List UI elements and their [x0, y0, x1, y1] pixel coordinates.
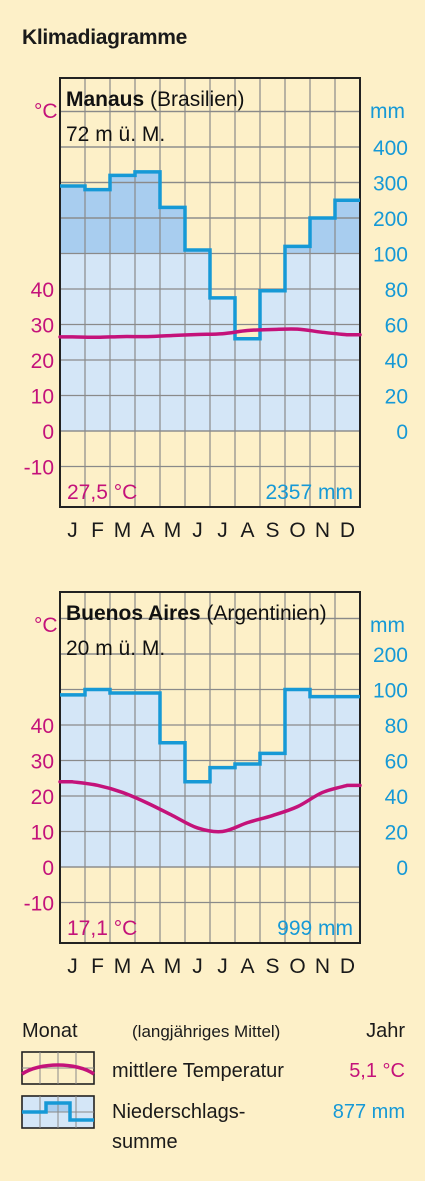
legend: Monat (langjähriges Mittel) Jahr mittlere T…	[21, 1020, 405, 1153]
month-label-9: S	[265, 519, 279, 542]
summary-precipitation: 999 mm	[277, 917, 353, 940]
chart-buenos-aires: Buenos Aires (Argentinien) 20 m ü. M. 17,1…	[24, 591, 408, 978]
precipitation-tick-20: 20	[385, 386, 408, 409]
legend-precipitation-label-2: summe	[112, 1131, 178, 1153]
precipitation-tick-200: 200	[373, 208, 408, 231]
month-label-4: A	[140, 955, 154, 978]
temperature-tick-40: 40	[31, 279, 54, 302]
summary-temperature: 17,1 °C	[67, 917, 137, 940]
precipitation-tick-60: 60	[385, 751, 408, 774]
legend-temperature-value: 5,1 °C	[349, 1060, 405, 1082]
precipitation-tick-60: 60	[385, 315, 408, 338]
station-name-text: Buenos Aires	[66, 602, 201, 625]
month-label-8: A	[240, 519, 254, 542]
precipitation-tick-0: 0	[396, 421, 408, 444]
precipitation-tick-100: 100	[373, 680, 408, 703]
precipitation-unit-label: mm	[370, 100, 405, 123]
precipitation-tick-300: 300	[373, 173, 408, 196]
chart-frame	[59, 591, 361, 944]
month-label-1: J	[67, 519, 78, 542]
precipitation-tick-40: 40	[385, 350, 408, 373]
temperature-tick-0: 0	[42, 421, 54, 444]
temperature-tick--10: -10	[24, 457, 54, 480]
temperature-tick--10: -10	[24, 893, 54, 916]
station-elevation: 20 m ü. M.	[66, 637, 165, 660]
precipitation-series-line	[60, 170, 360, 341]
month-label-2: F	[91, 519, 104, 542]
legend-temperature-icon	[21, 1063, 95, 1076]
precipitation-tick-20: 20	[385, 822, 408, 845]
precipitation-tick-200: 200	[373, 644, 408, 667]
precipitation-tick-40: 40	[385, 786, 408, 809]
month-label-12: D	[340, 519, 355, 542]
month-label-10: O	[289, 955, 305, 978]
month-label-9: S	[265, 955, 279, 978]
temperature-unit-label: °C	[34, 614, 58, 637]
month-label-10: O	[289, 519, 305, 542]
legend-col-month: Monat	[22, 1020, 78, 1042]
month-label-6: J	[192, 955, 203, 978]
legend-col-year: Jahr	[366, 1020, 405, 1042]
month-label-7: J	[217, 955, 228, 978]
month-label-8: A	[240, 955, 254, 978]
precipitation-unit-label: mm	[370, 614, 405, 637]
temperature-tick-40: 40	[31, 715, 54, 738]
month-label-11: N	[315, 955, 330, 978]
summary-precipitation: 2357 mm	[265, 481, 353, 504]
precipitation-tick-80: 80	[385, 715, 408, 738]
legend-precipitation-value: 877 mm	[333, 1101, 405, 1123]
temperature-tick-10: 10	[31, 386, 54, 409]
month-label-1: J	[67, 955, 78, 978]
temperature-tick-10: 10	[31, 822, 54, 845]
legend-col-mean: (langjähriges Mittel)	[132, 1022, 280, 1041]
summary-temperature: 27,5 °C	[67, 481, 137, 504]
temperature-tick-20: 20	[31, 350, 54, 373]
legend-precipitation-icon	[22, 1101, 94, 1122]
month-label-3: M	[114, 519, 132, 542]
precipitation-tick-400: 400	[373, 137, 408, 160]
chart-frame	[59, 77, 361, 508]
month-label-12: D	[340, 955, 355, 978]
station-elevation: 72 m ü. M.	[66, 123, 165, 146]
month-label-3: M	[114, 955, 132, 978]
month-label-6: J	[192, 519, 203, 542]
month-label-11: N	[315, 519, 330, 542]
temperature-tick-30: 30	[31, 315, 54, 338]
station-name: Buenos Aires (Argentinien)	[66, 602, 327, 625]
legend-temperature-label: mittlere Temperatur	[112, 1060, 284, 1082]
month-label-7: J	[217, 519, 228, 542]
month-label-5: M	[164, 519, 182, 542]
station-name-text: Manaus	[66, 88, 144, 111]
precipitation-tick-100: 100	[373, 244, 408, 267]
temperature-tick-20: 20	[31, 786, 54, 809]
temperature-series-line	[58, 327, 362, 340]
precipitation-series-line	[60, 687, 360, 784]
month-label-4: A	[140, 519, 154, 542]
temperature-series-line	[58, 780, 362, 834]
station-country: (Argentinien)	[201, 602, 327, 625]
month-label-5: M	[164, 955, 182, 978]
station-country: (Brasilien)	[144, 88, 244, 111]
temperature-tick-0: 0	[42, 857, 54, 880]
temperature-tick-30: 30	[31, 751, 54, 774]
precipitation-tick-80: 80	[385, 279, 408, 302]
precipitation-tick-0: 0	[396, 857, 408, 880]
page-title: Klimadiagramme	[22, 26, 188, 49]
temperature-unit-label: °C	[34, 100, 58, 123]
month-label-2: F	[91, 955, 104, 978]
chart-manaus: Manaus (Brasilien) 72 m ü. M. 27,5 °C 2357 …	[24, 77, 408, 542]
legend-precipitation-label-1: Niederschlags-	[112, 1101, 245, 1123]
station-name: Manaus (Brasilien)	[66, 88, 245, 111]
